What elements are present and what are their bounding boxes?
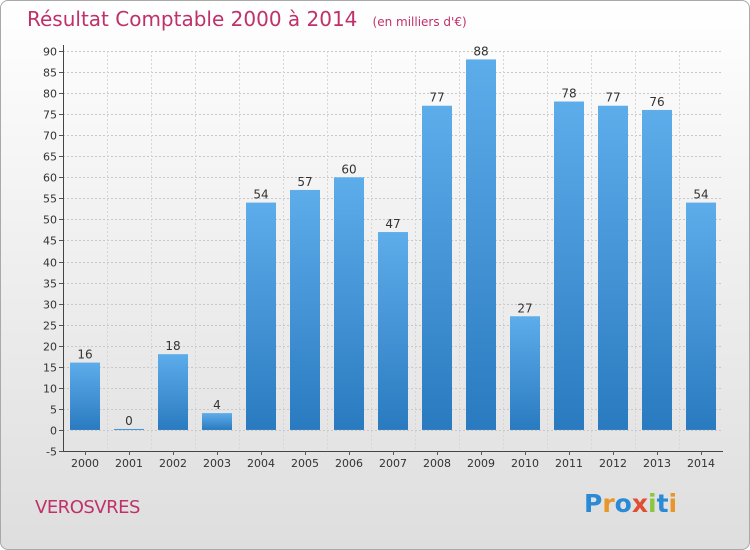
data-label: 27 (517, 301, 532, 315)
x-tick-label: 2012 (599, 457, 627, 470)
x-tick-label: 2006 (335, 457, 363, 470)
bar-2009 (466, 59, 496, 430)
logo-letter: o (614, 489, 632, 518)
data-label: 54 (693, 188, 708, 202)
x-tick-label: 2000 (71, 457, 99, 470)
data-label: 76 (649, 95, 664, 109)
x-tick-label: 2005 (291, 457, 319, 470)
y-tick-label: 45 (43, 235, 57, 248)
chart-title: Résultat Comptable 2000 à 2014 (27, 7, 358, 31)
y-tick-label: 90 (43, 46, 57, 59)
y-tick-label: 15 (43, 362, 57, 375)
bar-2007 (378, 232, 408, 430)
x-tick-label: 2004 (247, 457, 275, 470)
bar-2008 (422, 105, 452, 430)
data-label: 77 (429, 91, 444, 105)
x-tick-label: 2001 (115, 457, 143, 470)
bar-2006 (334, 177, 364, 430)
bar-2000 (70, 362, 100, 430)
bar-2014 (686, 202, 716, 430)
y-tick-label: 50 (43, 214, 57, 227)
x-tick-label: 2003 (203, 457, 231, 470)
y-tick-label: 60 (43, 172, 57, 185)
y-tick-label: -5 (46, 446, 57, 459)
x-tick-label: 2008 (423, 457, 451, 470)
data-label: 18 (165, 339, 180, 353)
commune-name: VEROSVRES (35, 497, 140, 518)
y-tick-label: 65 (43, 151, 57, 164)
bar-2004 (246, 202, 276, 430)
x-tick-label: 2007 (379, 457, 407, 470)
data-labels: 16 0 18 4 54 57 60 47 77 88 27 78 77 76 54 (77, 44, 708, 428)
logo-letter: r (602, 489, 615, 518)
logo-letter: P (584, 489, 603, 518)
y-tick-label: 30 (43, 299, 57, 312)
bar-2011 (554, 101, 584, 430)
data-label: 54 (253, 188, 268, 202)
axes: -505101520253035404550556065707580859020… (43, 45, 723, 470)
y-tick-label: 20 (43, 341, 57, 354)
logo-letter: i (648, 489, 657, 518)
bar-2010 (510, 316, 540, 430)
x-tick-label: 2013 (643, 457, 671, 470)
x-tick-label: 2009 (467, 457, 495, 470)
chart-title-block: Résultat Comptable 2000 à 2014 (en milli… (27, 7, 467, 31)
data-label: 47 (385, 217, 400, 231)
proxiti-logo: Proxiti (584, 489, 677, 518)
y-tick-label: 70 (43, 130, 57, 143)
bar-2001 (114, 428, 144, 430)
y-tick-label: 25 (43, 320, 57, 333)
y-tick-label: 35 (43, 278, 57, 291)
bars (70, 59, 716, 430)
y-tick-label: 55 (43, 193, 57, 206)
bar-2005 (290, 189, 320, 430)
y-tick-label: 75 (43, 109, 57, 122)
data-label: 16 (77, 348, 92, 362)
chart-subtitle: (en milliers d'€) (372, 15, 467, 29)
x-tick-label: 2010 (511, 457, 539, 470)
y-tick-label: 5 (50, 404, 57, 417)
data-label: 78 (561, 87, 576, 101)
bar-2012 (598, 105, 628, 430)
y-tick-label: 0 (50, 425, 57, 438)
logo-letter: x (631, 489, 648, 518)
y-tick-label: 10 (43, 383, 57, 396)
data-label: 88 (473, 44, 488, 58)
y-tick-label: 85 (43, 67, 57, 80)
data-label: 4 (213, 398, 221, 412)
data-label: 0 (125, 414, 133, 428)
x-tick-label: 2002 (159, 457, 187, 470)
logo-letter: i (668, 489, 678, 518)
y-tick-label: 40 (43, 257, 57, 270)
bar-2003 (202, 413, 232, 430)
data-label: 77 (605, 91, 620, 105)
y-tick-label: 80 (43, 88, 57, 101)
bar-2002 (158, 354, 188, 430)
data-label: 57 (297, 175, 312, 189)
x-tick-label: 2014 (687, 457, 715, 470)
bar-2013 (642, 109, 672, 430)
logo-letter: t (656, 489, 669, 518)
data-label: 60 (341, 162, 356, 176)
x-tick-label: 2011 (555, 457, 583, 470)
